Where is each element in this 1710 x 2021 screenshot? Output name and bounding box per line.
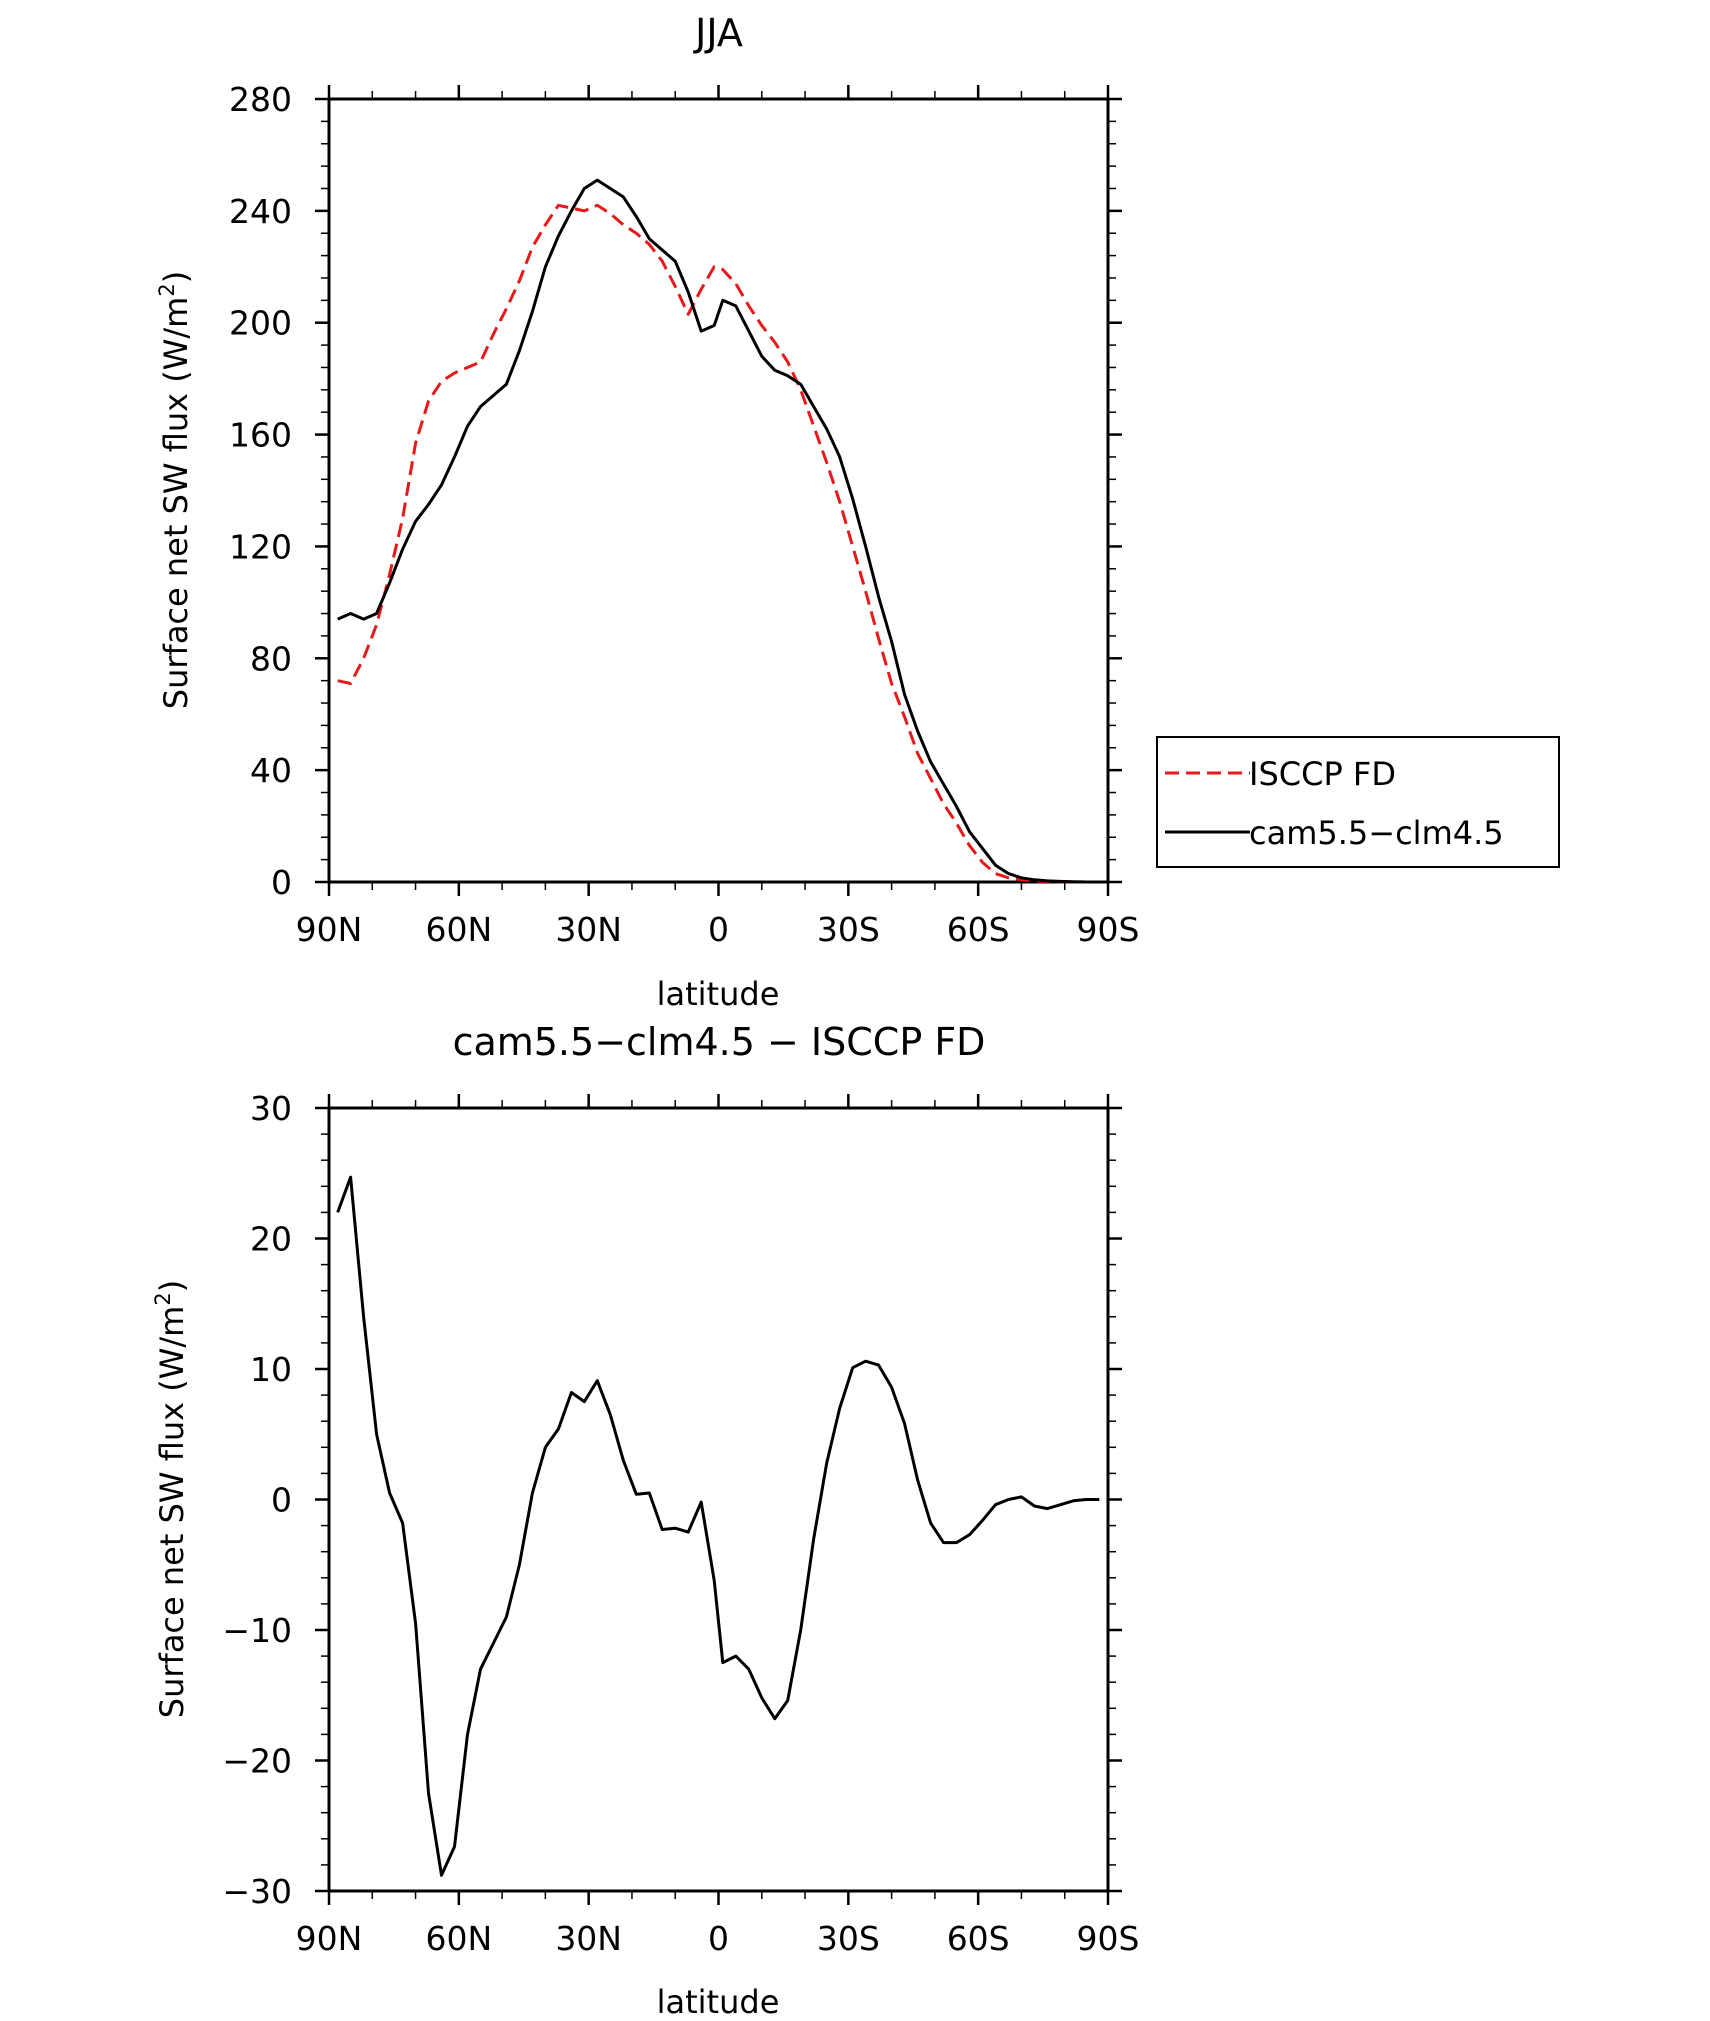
bottom-ticks: 90N 60N 30N 0 30S 60S 90S −30 −20 −10 0 10 20 30: [222, 1089, 1139, 1958]
top-x-axis-label: latitude: [657, 975, 780, 1013]
top-y-tick-label: 200: [229, 304, 292, 343]
top-x-tick-label: 30S: [817, 910, 880, 949]
top-x-tick-label: 90S: [1077, 910, 1140, 949]
top-chart-panel: JJA 90N 60N 30N 0 30S 60S 90S 0 40 80 120 160 200 240…: [155, 11, 1560, 1013]
bottom-y-tick-label: 0: [271, 1481, 292, 1520]
bottom-y-tick-label: −10: [222, 1611, 292, 1650]
bottom-y-axis-label-main: Surface net SW flux (W/m: [153, 1306, 191, 1719]
top-y-axis-label-superscript: 2: [155, 283, 179, 296]
top-x-tick-label: 60S: [947, 910, 1010, 949]
bottom-series-line-0: [336, 1175, 1100, 1877]
top-x-tick-label: 0: [708, 910, 729, 949]
bottom-y-tick-label: 10: [250, 1350, 292, 1389]
bottom-x-tick-label: 60N: [425, 1919, 492, 1958]
top-series-layer: [337, 178, 1100, 884]
top-x-tick-label: 60N: [425, 910, 492, 949]
top-y-tick-label: 40: [250, 751, 292, 790]
legend-label-cam: cam5.5−clm4.5: [1249, 814, 1504, 852]
legend: ISCCP FD cam5.5−clm4.5: [1156, 736, 1560, 868]
bottom-x-axis-label: latitude: [657, 1983, 780, 2021]
bottom-x-tick-label: 90S: [1077, 1919, 1140, 1958]
bottom-x-tick-label: 60S: [947, 1919, 1010, 1958]
bottom-x-tick-label: 90N: [296, 1919, 363, 1958]
top-x-tick-label: 90N: [296, 910, 363, 949]
top-series-line-0: [337, 203, 1100, 884]
bottom-y-tick-label: −20: [222, 1742, 292, 1781]
bottom-x-tick-label: 30S: [817, 1919, 880, 1958]
legend-box: [1156, 736, 1560, 868]
top-series-line-1: [337, 178, 1100, 884]
top-x-tick-label: 30N: [555, 910, 622, 949]
bottom-y-tick-label: 30: [250, 1089, 292, 1128]
top-ticks: 90N 60N 30N 0 30S 60S 90S 0 40 80 120 160 200 240 280: [229, 80, 1139, 949]
top-y-tick-label: 0: [271, 863, 292, 902]
top-y-tick-label: 280: [229, 80, 292, 119]
legend-label-isccp: ISCCP FD: [1249, 755, 1396, 793]
bottom-chart-panel: cam5.5−clm4.5 − ISCCP FD 90N 60N 30N 0 30S 60…: [151, 1020, 1139, 2021]
bottom-chart-title: cam5.5−clm4.5 − ISCCP FD: [453, 1020, 986, 1064]
top-y-tick-label: 80: [250, 639, 292, 678]
top-y-tick-label: 240: [229, 192, 292, 231]
top-y-tick-label: 160: [229, 416, 292, 455]
bottom-y-axis-label-close: ): [153, 1280, 191, 1292]
bottom-y-axis-label: Surface net SW flux (W/m2): [151, 1280, 191, 1718]
top-y-axis-label-close: ): [157, 271, 195, 283]
bottom-plot-frame: [327, 1106, 1110, 1893]
top-y-tick-label: 120: [229, 527, 292, 566]
bottom-x-tick-label: 30N: [555, 1919, 622, 1958]
bottom-series-layer: [336, 1175, 1100, 1877]
bottom-y-axis-label-superscript: 2: [151, 1292, 175, 1305]
bottom-x-tick-label: 0: [708, 1919, 729, 1958]
top-chart-title: JJA: [693, 11, 743, 55]
bottom-y-tick-label: −30: [222, 1872, 292, 1911]
bottom-y-tick-label: 20: [250, 1220, 292, 1259]
top-plot-frame: [327, 97, 1110, 884]
top-y-axis-label: Surface net SW flux (W/m2): [155, 271, 195, 709]
top-y-axis-label-main: Surface net SW flux (W/m: [157, 297, 195, 710]
